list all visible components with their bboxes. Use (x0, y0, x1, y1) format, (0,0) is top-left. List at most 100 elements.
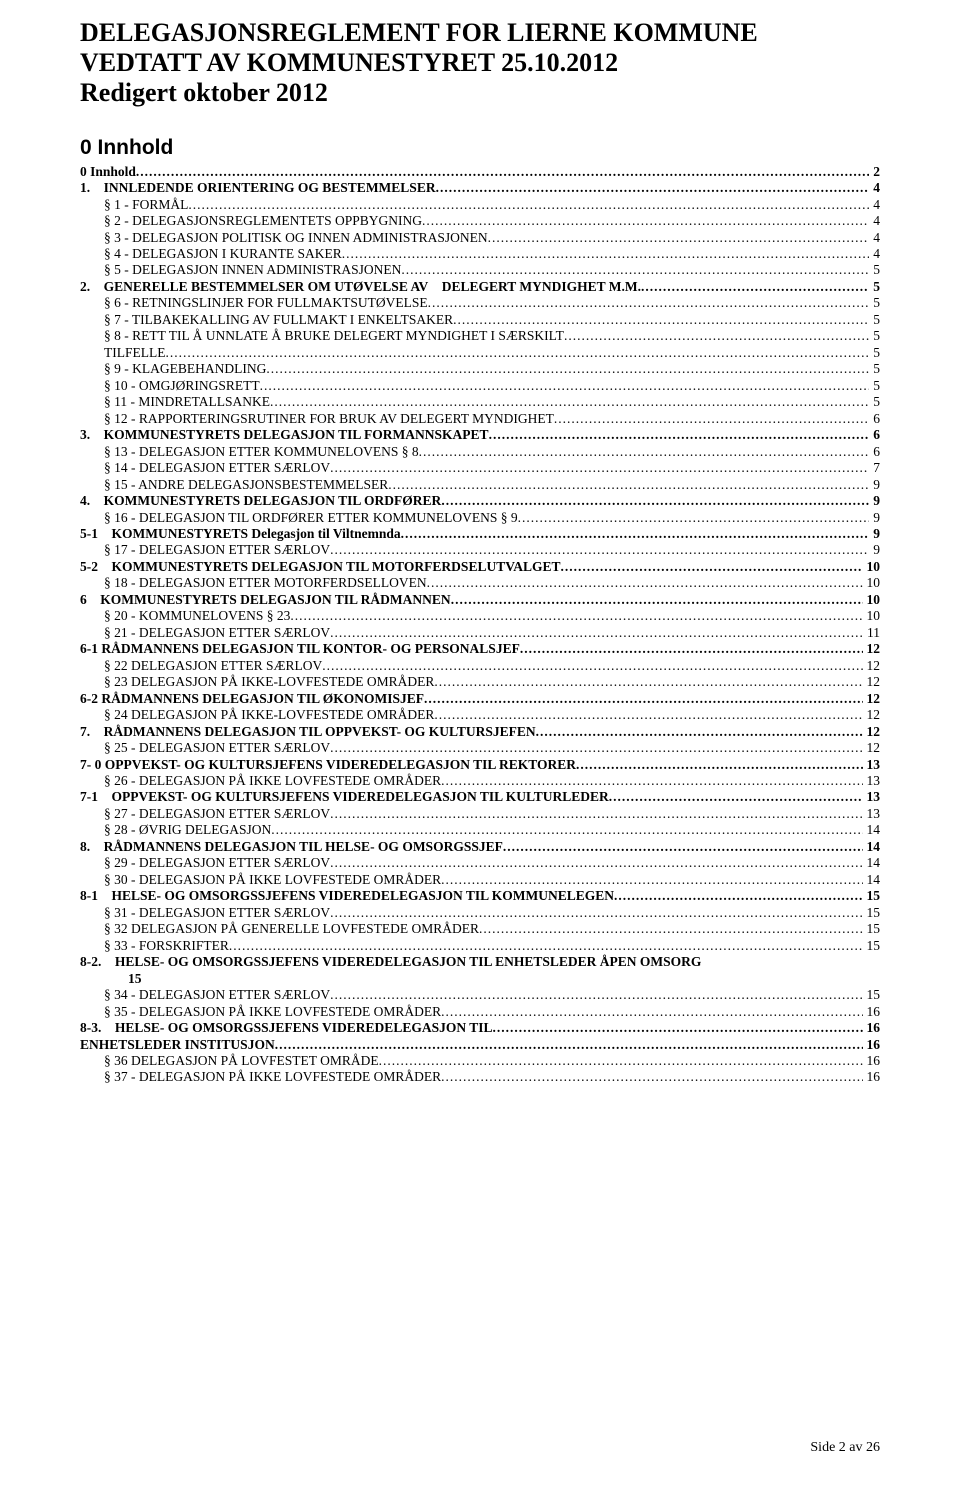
toc-entry-page: 14 (863, 839, 881, 855)
toc-entry-label: § 1 - FORMÅL (80, 197, 188, 213)
toc-entry-label: § 37 - DELEGASJON PÅ IKKE LOVFESTEDE OMR… (80, 1069, 441, 1085)
toc-entry-label: § 20 - KOMMUNELOVENS § 23 (80, 608, 290, 624)
toc-leader-dots (489, 427, 870, 443)
toc-entry-page: 2 (869, 164, 880, 180)
toc-entry-page: 12 (863, 707, 881, 723)
toc-entry-page: 14 (863, 822, 881, 838)
toc-entry: 0 Innhold2 (80, 164, 880, 180)
toc-entry-label: § 28 - ØVRIG DELEGASJON (80, 822, 271, 838)
toc-entry-page: 4 (869, 230, 880, 246)
toc-leader-dots (275, 1037, 863, 1053)
toc-leader-dots (165, 345, 869, 361)
toc-entry: § 25 - DELEGASJON ETTER SÆRLOV12 (80, 740, 880, 756)
toc-leader-dots (271, 822, 862, 838)
toc-entry-label: § 17 - DELEGASJON ETTER SÆRLOV (80, 542, 330, 558)
toc-entry-page: 9 (869, 510, 880, 526)
toc-entry-label: § 8 - RETT TIL Å UNNLATE Å BRUKE DELEGER… (80, 328, 564, 344)
toc-entry-label: § 2 - DELEGASJONSREGLEMENTETS OPPBYGNING (80, 213, 422, 229)
toc-entry-label: 8-1 HELSE- OG OMSORGSSJEFENS VIDEREDELEG… (80, 888, 614, 904)
toc-entry: 6 KOMMUNESTYRETS DELEGASJON TIL RÅDMANNE… (80, 592, 880, 608)
toc-entry: § 12 - RAPPORTERINGSRUTINER FOR BRUK AV … (80, 411, 880, 427)
toc-entry: § 34 - DELEGASJON ETTER SÆRLOV15 (80, 987, 880, 1003)
toc-leader-dots (451, 592, 863, 608)
toc-entry: 7-1 OPPVEKST- OG KULTURSJEFENS VIDEREDEL… (80, 789, 880, 805)
toc-entry: § 23 DELEGASJON PÅ IKKE-LOVFESTEDE OMRÅD… (80, 674, 880, 690)
toc-entry: § 27 - DELEGASJON ETTER SÆRLOV13 (80, 806, 880, 822)
toc-leader-dots (330, 905, 862, 921)
toc-leader-dots (379, 1053, 863, 1069)
toc-entry: ENHETSLEDER INSTITUSJON 16 (80, 1037, 880, 1053)
toc-entry-label: § 36 DELEGASJON PÅ LOVFESTET OMRÅDE (80, 1053, 379, 1069)
document-title-block: DELEGASJONSREGLEMENT FOR LIERNE KOMMUNE … (80, 18, 880, 108)
toc-entry: § 5 - DELEGASJON INNEN ADMINISTRASJONEN5 (80, 262, 880, 278)
table-of-contents: 0 Innhold21. INNLEDENDE ORIENTERING OG B… (80, 164, 880, 1086)
toc-entry: § 8 - RETT TIL Å UNNLATE Å BRUKE DELEGER… (80, 328, 880, 344)
toc-leader-dots (427, 575, 863, 591)
toc-entry: § 6 - RETNINGSLINJER FOR FULLMAKTSUTØVEL… (80, 295, 880, 311)
toc-leader-dots (441, 493, 869, 509)
toc-entry-page: 15 (863, 888, 881, 904)
toc-entry-page: 5 (869, 262, 880, 278)
toc-entry-page: 12 (863, 740, 881, 756)
toc-entry-label: 5-1 KOMMUNESTYRETS Delegasjon til Viltne… (80, 526, 401, 542)
toc-entry-label: ENHETSLEDER INSTITUSJON (80, 1037, 275, 1053)
toc-entry-page: 12 (863, 724, 881, 740)
toc-entry-label: § 27 - DELEGASJON ETTER SÆRLOV (80, 806, 330, 822)
toc-entry-label: § 18 - DELEGASJON ETTER MOTORFERDSELLOVE… (80, 575, 427, 591)
toc-entry: § 18 - DELEGASJON ETTER MOTORFERDSELLOVE… (80, 575, 880, 591)
toc-entry-page: 14 (863, 872, 881, 888)
toc-leader-dots (260, 378, 870, 394)
toc-entry: § 10 - OMGJØRINGSRETT5 (80, 378, 880, 394)
toc-entry: TILFELLE5 (80, 345, 880, 361)
toc-entry-page: 9 (869, 493, 880, 509)
toc-leader-dots (479, 921, 863, 937)
toc-entry-page: 7 (869, 460, 880, 476)
toc-entry-label: TILFELLE (80, 345, 165, 361)
toc-entry-page: 13 (863, 757, 881, 773)
toc-entry: § 3 - DELEGASJON POLITISK OG INNEN ADMIN… (80, 230, 880, 246)
toc-leader-dots (560, 559, 862, 575)
toc-entry-label: 7. RÅDMANNENS DELEGASJON TIL OPPVEKST- O… (80, 724, 536, 740)
toc-leader-dots (488, 230, 870, 246)
toc-entry: 8-1 HELSE- OG OMSORGSSJEFENS VIDEREDELEG… (80, 888, 880, 904)
toc-entry: § 11 - MINDRETALLSANKE5 (80, 394, 880, 410)
toc-entry: 5-2 KOMMUNESTYRETS DELEGASJON TIL MOTORF… (80, 559, 880, 575)
toc-entry-page: 5 (869, 295, 880, 311)
toc-entry-label: 5-2 KOMMUNESTYRETS DELEGASJON TIL MOTORF… (80, 559, 560, 575)
toc-leader-dots (188, 197, 869, 213)
toc-leader-dots (518, 510, 870, 526)
toc-entry-page: 10 (863, 559, 881, 575)
toc-entry-page: 5 (869, 378, 880, 394)
toc-entry: § 32 DELEGASJON PÅ GENERELLE LOVFESTEDE … (80, 921, 880, 937)
document-page: DELEGASJONSREGLEMENT FOR LIERNE KOMMUNE … (0, 0, 960, 1486)
toc-entry-label: 8-2. HELSE- OG OMSORGSSJEFENS VIDEREDELE… (80, 954, 701, 970)
toc-entry-label: § 21 - DELEGASJON ETTER SÆRLOV (80, 625, 330, 641)
toc-entry: § 20 - KOMMUNELOVENS § 2310 (80, 608, 880, 624)
toc-entry: § 35 - DELEGASJON PÅ IKKE LOVFESTEDE OMR… (80, 1004, 880, 1020)
toc-leader-dots (419, 444, 870, 460)
toc-entry-page: 4 (869, 180, 880, 196)
toc-entry-page: 15 (863, 987, 881, 1003)
toc-leader-dots (322, 658, 862, 674)
toc-leader-dots (401, 526, 870, 542)
toc-entry: § 22 DELEGASJON ETTER SÆRLOV12 (80, 658, 880, 674)
toc-entry-page: 12 (863, 641, 881, 657)
toc-entry: § 36 DELEGASJON PÅ LOVFESTET OMRÅDE16 (80, 1053, 880, 1069)
toc-entry-label: § 3 - DELEGASJON POLITISK OG INNEN ADMIN… (80, 230, 488, 246)
toc-entry-label: § 32 DELEGASJON PÅ GENERELLE LOVFESTEDE … (80, 921, 479, 937)
toc-leader-dots (422, 213, 869, 229)
toc-entry: § 30 - DELEGASJON PÅ IKKE LOVFESTEDE OMR… (80, 872, 880, 888)
toc-leader-dots (436, 180, 870, 196)
toc-leader-dots (434, 674, 862, 690)
toc-leader-dots (441, 1069, 862, 1085)
toc-leader-dots (229, 938, 863, 954)
toc-entry: § 21 - DELEGASJON ETTER SÆRLOV11 (80, 625, 880, 641)
toc-leader-dots (330, 542, 869, 558)
toc-leader-dots (492, 1020, 862, 1036)
toc-entry-label: § 16 - DELEGASJON TIL ORDFØRER ETTER KOM… (80, 510, 518, 526)
toc-entry-label: § 15 - ANDRE DELEGASJONSBESTEMMELSER (80, 477, 388, 493)
toc-entry-page: 16 (863, 1037, 881, 1053)
toc-entry: § 37 - DELEGASJON PÅ IKKE LOVFESTEDE OMR… (80, 1069, 880, 1085)
toc-entry: 7. RÅDMANNENS DELEGASJON TIL OPPVEKST- O… (80, 724, 880, 740)
toc-entry-page: 4 (869, 197, 880, 213)
